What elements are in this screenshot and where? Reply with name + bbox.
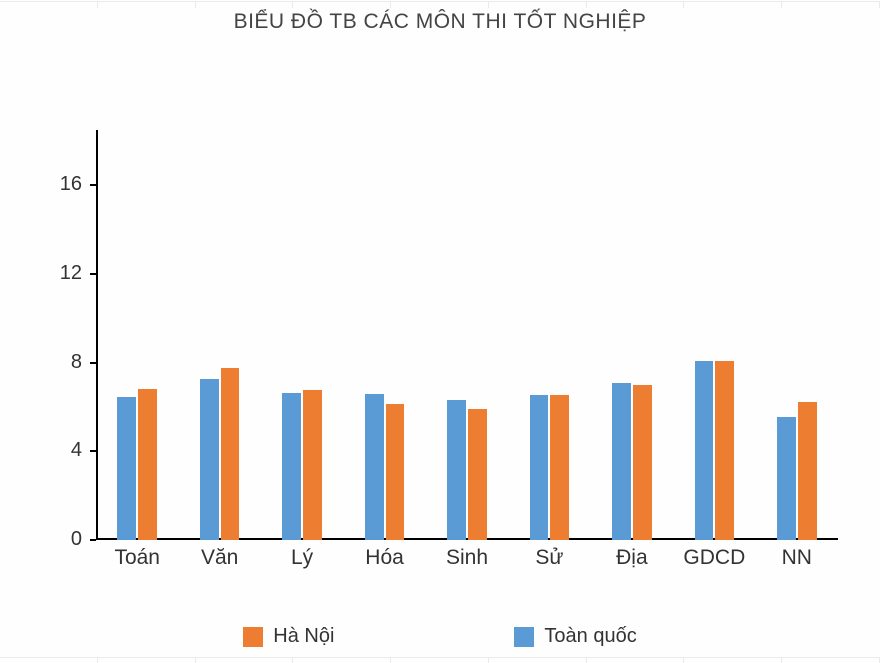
y-axis — [96, 130, 98, 540]
x-category-label: Địa — [591, 546, 673, 570]
legend-swatch — [514, 627, 534, 647]
y-tick-mark — [90, 450, 96, 452]
y-tick-mark — [90, 273, 96, 275]
x-category-label: Sử — [508, 546, 590, 570]
legend-item: Hà Nội — [243, 625, 334, 648]
x-category-label: NN — [756, 546, 838, 570]
legend-swatch — [243, 627, 263, 647]
x-category-label: Toán — [96, 546, 178, 570]
bar — [365, 394, 384, 540]
bar — [282, 393, 301, 540]
chart-legend: Hà Nội Toàn quốc — [0, 625, 880, 648]
bar — [798, 402, 817, 541]
bar — [138, 389, 157, 540]
x-category-label: Sinh — [426, 546, 508, 570]
y-tick-label: 16 — [32, 173, 82, 196]
bar — [695, 361, 714, 541]
x-category-label: Văn — [178, 546, 260, 570]
plot-area — [96, 130, 838, 540]
chart-title: BIỂU ĐỒ TB CÁC MÔN THI TỐT NGHIỆP — [0, 10, 880, 34]
y-tick-label: 0 — [32, 528, 82, 551]
legend-label: Hà Nội — [273, 625, 334, 648]
legend-item: Toàn quốc — [514, 625, 636, 648]
bar — [777, 417, 796, 540]
y-tick-mark — [90, 362, 96, 364]
bar — [447, 400, 466, 540]
x-category-label: GDCD — [673, 546, 755, 570]
y-tick-label: 8 — [32, 351, 82, 374]
y-tick-mark — [90, 539, 96, 541]
bar — [612, 383, 631, 540]
legend-label: Toàn quốc — [544, 625, 636, 648]
chart-container: BIỂU ĐỒ TB CÁC MÔN THI TỐT NGHIỆP Hà Nội… — [0, 0, 880, 663]
bar — [715, 361, 734, 541]
x-category-label: Hóa — [343, 546, 425, 570]
y-tick-label: 12 — [32, 262, 82, 285]
y-tick-label: 4 — [32, 439, 82, 462]
bar — [633, 385, 652, 540]
x-category-label: Lý — [261, 546, 343, 570]
bar — [117, 397, 136, 540]
bg-grid-top — [0, 1, 880, 8]
bg-grid-bottom — [0, 657, 880, 663]
bar — [200, 379, 219, 540]
y-tick-mark — [90, 184, 96, 186]
bar — [221, 368, 240, 540]
bar — [303, 390, 322, 540]
bar — [468, 409, 487, 540]
bar — [386, 404, 405, 540]
bar — [550, 395, 569, 540]
bar — [530, 395, 549, 540]
